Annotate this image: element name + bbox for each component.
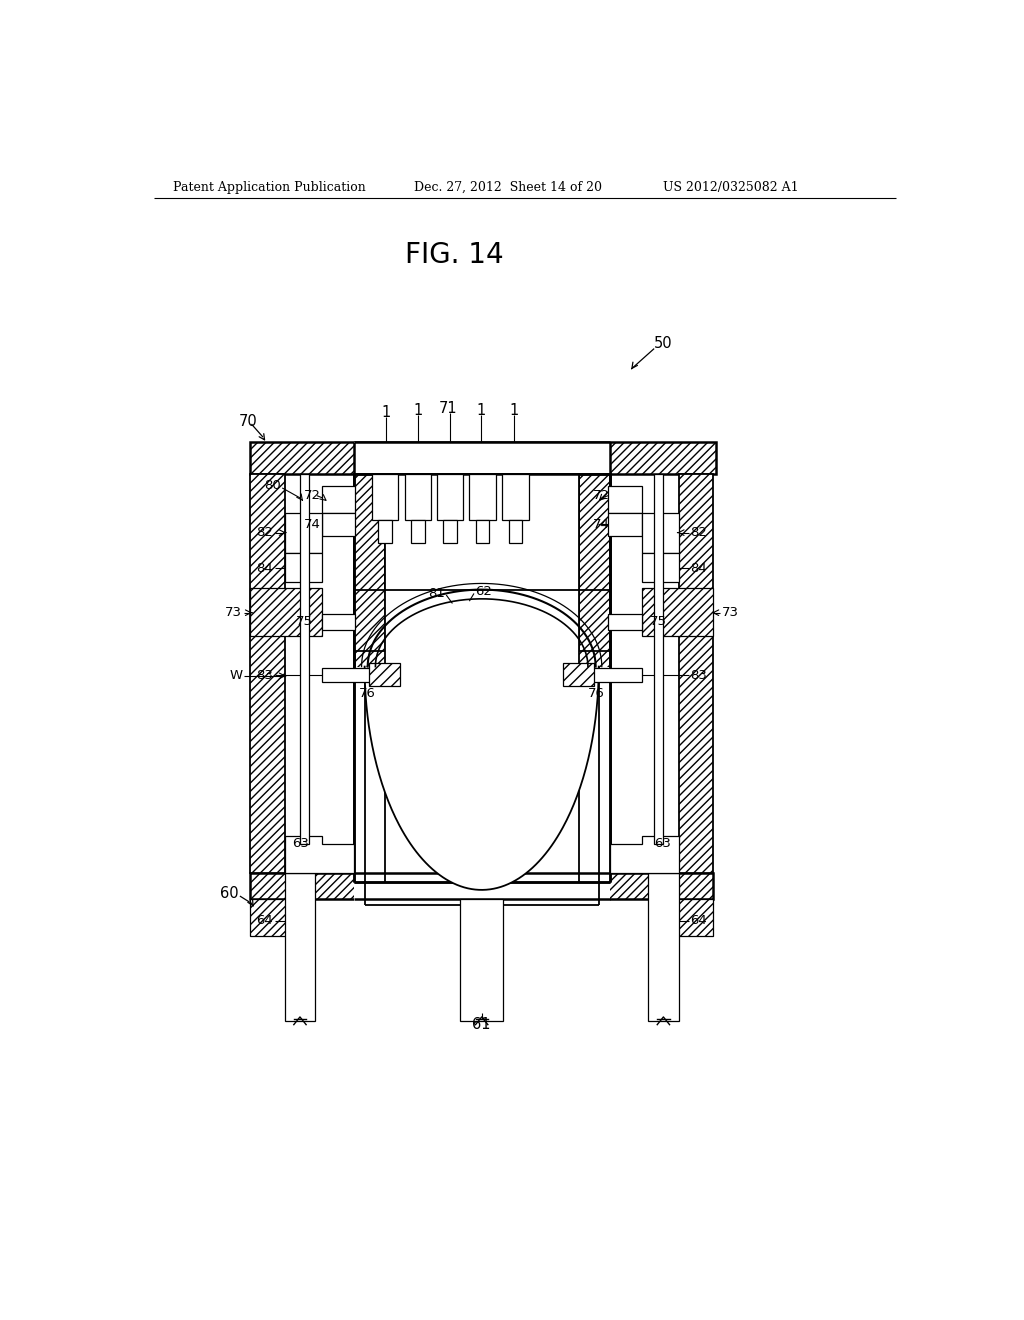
Polygon shape [354,442,609,474]
Polygon shape [642,589,714,636]
Polygon shape [563,663,594,686]
Polygon shape [503,474,528,520]
Polygon shape [437,474,463,520]
Text: US 2012/0325082 A1: US 2012/0325082 A1 [664,181,799,194]
Polygon shape [671,899,714,936]
Polygon shape [365,667,599,890]
Polygon shape [322,614,355,630]
Polygon shape [285,553,322,582]
Polygon shape [654,474,664,843]
Text: Dec. 27, 2012  Sheet 14 of 20: Dec. 27, 2012 Sheet 14 of 20 [414,181,602,194]
Polygon shape [322,512,355,536]
Polygon shape [354,667,609,906]
Polygon shape [385,474,579,667]
Polygon shape [648,873,679,1020]
Text: 64: 64 [256,915,273,927]
Text: 82: 82 [690,527,708,539]
Text: 1: 1 [413,403,422,417]
Polygon shape [285,836,354,873]
Polygon shape [475,520,489,544]
Polygon shape [322,668,385,682]
Polygon shape [642,512,679,553]
Polygon shape [481,590,579,651]
Text: 73: 73 [722,606,739,619]
Polygon shape [250,474,285,873]
Text: 1: 1 [509,403,518,417]
Text: 63: 63 [292,837,309,850]
Text: 83: 83 [690,668,708,681]
Polygon shape [385,474,579,590]
Polygon shape [411,520,425,544]
Polygon shape [385,474,579,667]
Text: 76: 76 [358,686,376,700]
Polygon shape [354,667,609,906]
Polygon shape [385,474,579,590]
Text: 76: 76 [588,686,605,700]
Polygon shape [285,512,322,553]
Polygon shape [469,474,496,520]
Polygon shape [579,668,642,682]
Polygon shape [642,553,679,582]
Text: 81: 81 [428,587,444,601]
Text: 1: 1 [476,403,485,417]
Text: 63: 63 [654,837,671,850]
Text: 74: 74 [593,517,609,531]
Polygon shape [250,873,714,899]
Text: 70: 70 [239,414,257,429]
Text: 64: 64 [690,915,708,927]
Text: FIG. 14: FIG. 14 [404,240,503,269]
Polygon shape [608,512,642,536]
Text: 1: 1 [382,405,391,420]
Polygon shape [365,659,599,882]
Polygon shape [300,474,309,843]
Polygon shape [250,589,322,636]
Polygon shape [378,520,391,544]
Polygon shape [385,590,481,651]
Text: W: W [229,669,243,682]
Text: 84: 84 [690,561,708,574]
Text: 50: 50 [654,335,673,351]
Polygon shape [354,474,385,651]
Polygon shape [372,474,397,520]
Text: 80: 80 [264,479,281,492]
Text: 72: 72 [593,490,609,502]
Text: 82: 82 [256,527,273,539]
Polygon shape [609,836,679,873]
Polygon shape [443,520,457,544]
Text: 83: 83 [256,668,273,681]
Polygon shape [250,899,292,936]
Text: 62: 62 [475,585,493,598]
Text: 73: 73 [225,606,243,619]
Text: 84: 84 [256,561,273,574]
Polygon shape [608,614,642,630]
Polygon shape [579,474,609,651]
Polygon shape [250,442,716,474]
Polygon shape [322,486,355,512]
Text: 75: 75 [650,615,668,628]
Text: 61: 61 [472,1018,490,1032]
Text: 71: 71 [438,401,457,416]
Polygon shape [354,474,609,882]
Polygon shape [404,474,431,520]
Text: 72: 72 [304,490,321,502]
Polygon shape [370,663,400,686]
Text: Patent Application Publication: Patent Application Publication [173,181,366,194]
Text: 74: 74 [304,517,321,531]
Text: 60: 60 [220,886,239,902]
Polygon shape [509,520,522,544]
Polygon shape [608,486,642,512]
Polygon shape [285,873,315,1020]
Text: 75: 75 [296,615,313,628]
Polygon shape [679,474,714,873]
Polygon shape [460,899,503,1020]
Polygon shape [354,873,609,899]
